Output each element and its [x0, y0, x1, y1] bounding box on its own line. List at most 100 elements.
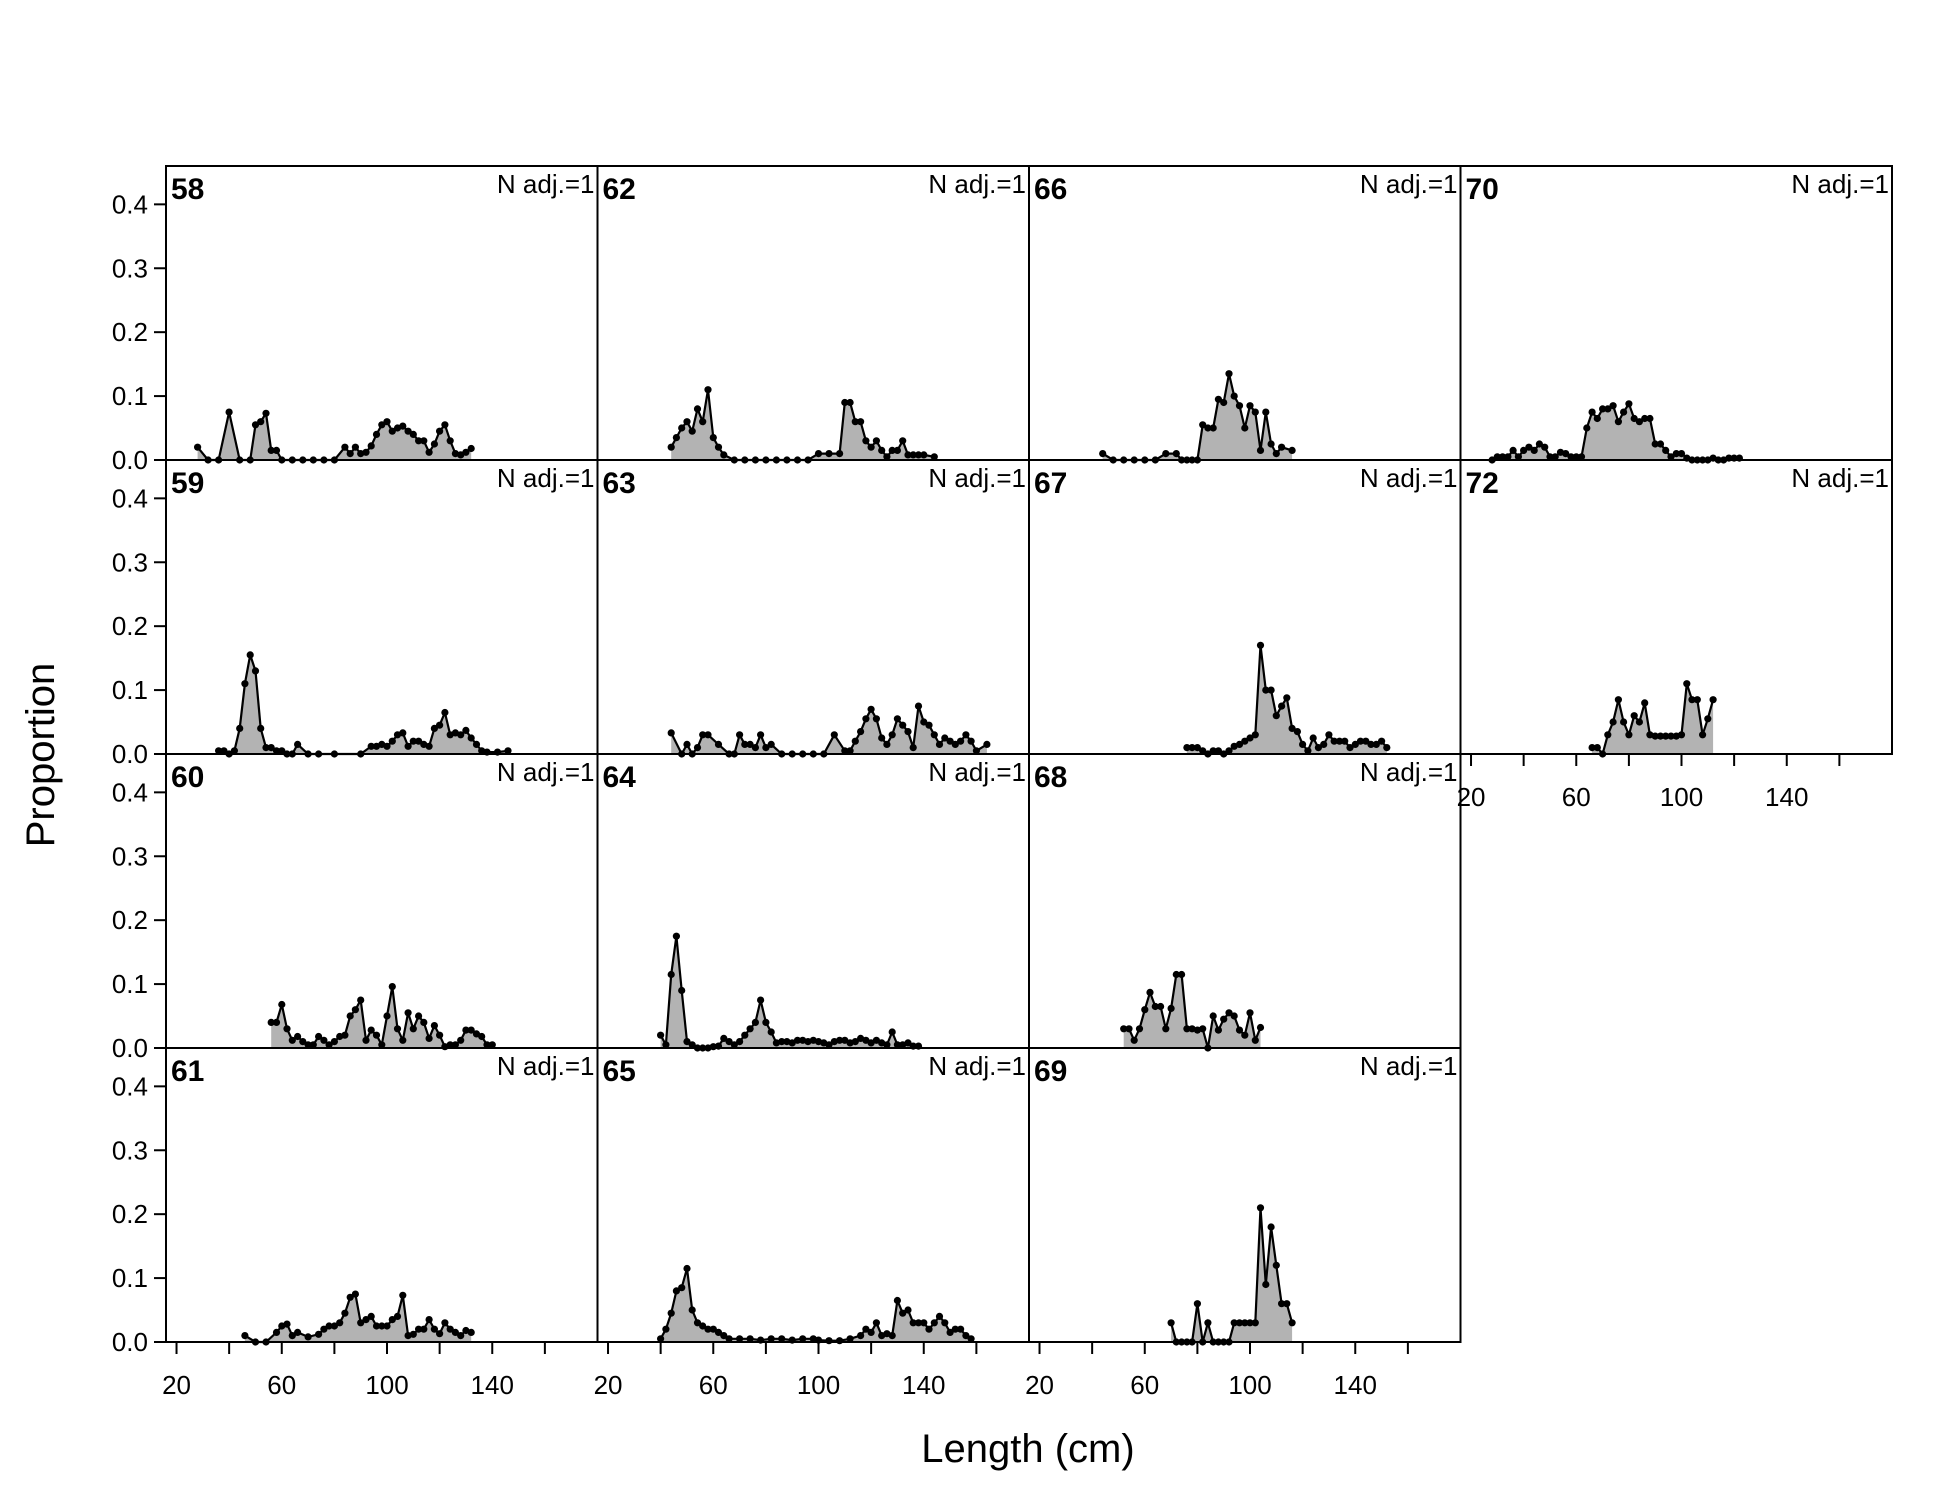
- panel-65-point: [704, 1325, 712, 1333]
- panel-61-point: [409, 1330, 417, 1338]
- panel-72-title: 72: [1466, 467, 1499, 500]
- panel-70-point: [1551, 453, 1559, 461]
- panel-61-point: [336, 1319, 344, 1327]
- panel-72-point: [1651, 732, 1659, 740]
- y-tick-label: 0.2: [112, 905, 148, 935]
- panel-62-point: [914, 451, 923, 459]
- panel-61-point: [362, 1316, 370, 1324]
- panel-60-point: [425, 1034, 433, 1042]
- panel-65-point: [946, 1328, 954, 1336]
- panel-64-point: [757, 996, 765, 1004]
- panel-63: 63 N adj.=1: [596, 459, 1030, 758]
- panel-62-point: [667, 443, 675, 451]
- panel-58-point: [194, 443, 202, 451]
- panel-63-point: [878, 734, 886, 742]
- panel-65-point: [888, 1332, 896, 1340]
- panel-59-point: [215, 747, 223, 755]
- panel-67-point: [1188, 744, 1196, 752]
- panel-60-point: [404, 1009, 412, 1017]
- panel-58-point: [399, 422, 407, 430]
- panel-63-point: [841, 747, 849, 755]
- panel-66-point: [1099, 450, 1107, 458]
- panel-66-point: [1230, 392, 1238, 400]
- x-tick-label: 20: [1025, 1370, 1054, 1400]
- panel-68-point: [1130, 1036, 1138, 1044]
- panel-60-n-adj-label: N adj.=1: [497, 757, 595, 787]
- panel-65-point: [657, 1335, 665, 1343]
- panel-66-point: [1204, 424, 1212, 432]
- panel-63-point: [667, 729, 675, 737]
- panel-67-point: [1314, 744, 1322, 752]
- x-tick-label: 20: [1457, 782, 1486, 812]
- panel-63-point: [935, 740, 944, 749]
- x-tick-label: 140: [1334, 1370, 1377, 1400]
- panel-69-point: [1262, 1280, 1270, 1289]
- panel-69-point: [1288, 1319, 1296, 1327]
- panel-65-point: [693, 1319, 702, 1327]
- panel-59-point: [262, 744, 270, 752]
- panel-67-n-adj-label: N adj.=1: [1360, 463, 1458, 493]
- panel-70-point: [1641, 414, 1649, 423]
- y-tick-label: 0.4: [112, 483, 148, 513]
- panel-67-point: [1346, 744, 1354, 752]
- y-tick-label: 0.3: [112, 253, 148, 283]
- panel-61-point: [383, 1322, 391, 1330]
- panel-63-area: [671, 706, 987, 754]
- panel-67-point: [1193, 744, 1201, 752]
- panel-60-title: 60: [171, 761, 204, 794]
- panel-68-point: [1162, 1025, 1170, 1033]
- panel-67-point: [1309, 734, 1317, 742]
- panel-60-point: [304, 1041, 312, 1049]
- panel-68-point: [1214, 1026, 1222, 1034]
- panel-58-point: [441, 421, 449, 429]
- panel-62-frame: [596, 165, 1030, 461]
- panel-64-point: [720, 1034, 728, 1042]
- panel-67-point: [1246, 734, 1254, 742]
- panel-63-point: [972, 747, 981, 755]
- panel-60-point: [294, 1032, 302, 1041]
- panel-68-point: [1167, 1004, 1175, 1013]
- panel-65-point: [688, 1306, 696, 1314]
- panel-69-point: [1267, 1223, 1275, 1231]
- panel-59-point: [294, 740, 302, 749]
- panel-58-point: [251, 421, 260, 429]
- panel-59: 59 N adj.=1: [165, 459, 599, 758]
- panel-65-area: [660, 1268, 972, 1342]
- panel-68-point: [1241, 1031, 1249, 1039]
- panel-64-point: [662, 1041, 670, 1049]
- panel-67-title: 67: [1034, 467, 1067, 500]
- panel-65-point: [725, 1335, 733, 1343]
- panel-58-point: [430, 440, 438, 448]
- panel-60-point: [483, 1041, 491, 1049]
- panel-64-point: [736, 1038, 744, 1046]
- panel-67-point: [1299, 740, 1307, 749]
- panel-70-point: [1677, 450, 1686, 458]
- panel-68-point: [1246, 1009, 1254, 1017]
- panel-69-point: [1246, 1319, 1254, 1327]
- panel-64-point: [883, 1041, 891, 1049]
- panel-60-point: [367, 1026, 375, 1034]
- panel-66-point: [1172, 450, 1180, 458]
- panel-65-point: [714, 1328, 723, 1336]
- panel-64-point: [683, 1038, 691, 1046]
- panel-64-point: [762, 1018, 770, 1026]
- panel-70-point: [1630, 414, 1638, 423]
- panel-70-area: [1492, 403, 1740, 460]
- panel-68-point: [1199, 1025, 1207, 1033]
- panel-65-point: [778, 1335, 786, 1343]
- panel-68-point: [1256, 1023, 1265, 1032]
- y-tick-label: 0.1: [112, 1263, 148, 1293]
- panel-66-point: [1256, 446, 1265, 454]
- panel-67-point: [1209, 747, 1217, 755]
- y-tick-label: 0.1: [112, 969, 148, 999]
- panel-60-point: [320, 1036, 328, 1044]
- y-tick-label: 0.4: [112, 777, 148, 807]
- panel-61-point: [294, 1328, 302, 1336]
- panel-67-point: [1372, 740, 1380, 749]
- panel-64-point: [746, 1025, 754, 1033]
- panel-70: 70 N adj.=1: [1459, 165, 1893, 464]
- panel-60-point: [430, 1022, 438, 1030]
- panel-69-title: 69: [1034, 1055, 1067, 1088]
- panel-69-point: [1230, 1319, 1238, 1327]
- panel-60-point: [393, 1025, 402, 1033]
